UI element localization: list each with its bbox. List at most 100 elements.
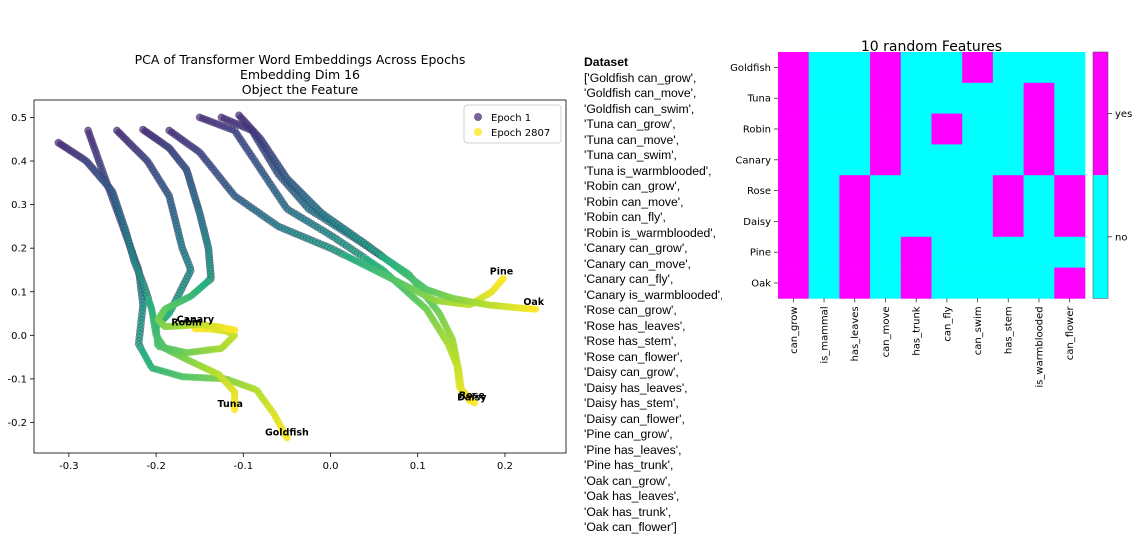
- series-label-goldfish: Goldfish: [265, 428, 309, 439]
- heatmap-cell: [839, 82, 871, 114]
- y-tick-label: 0.3: [11, 200, 27, 211]
- heatmap-cell: [870, 267, 902, 299]
- heatmap-cell: [931, 52, 963, 84]
- dataset-item: 'Oak can_grow',: [584, 473, 671, 488]
- heatmap-cell: [992, 267, 1024, 299]
- dataset-list: ['Goldfish can_grow', 'Goldfish can_move'…: [584, 71, 722, 536]
- heatmap-cell: [962, 175, 994, 207]
- heatmap-cell: [992, 236, 1024, 268]
- heatmap-cell: [1054, 52, 1086, 84]
- legend-marker: [474, 113, 482, 121]
- heatmap-cell: [1054, 175, 1086, 207]
- heatmap-cell: [839, 52, 871, 84]
- heatmap-cell: [900, 82, 932, 114]
- y-tick-label: 0.2: [11, 244, 27, 255]
- series-label-oak: Oak: [523, 297, 544, 308]
- y-tick-label: 0.0: [11, 331, 27, 342]
- heatmap-cell: [808, 206, 840, 238]
- heatmap-cell: [962, 52, 994, 84]
- y-tick-label: 0.1: [11, 287, 27, 298]
- y-tick-label: -0.2: [7, 418, 27, 429]
- chart-title-line: Embedding Dim 16: [240, 67, 360, 82]
- dataset-item: 'Canary can_fly',: [584, 272, 674, 286]
- data-point-daisy: [470, 399, 478, 407]
- dataset-item: 'Goldfish can_swim',: [584, 101, 695, 116]
- heatmap-cell: [962, 113, 994, 145]
- heatmap-cell: [839, 144, 871, 176]
- dataset-item: 'Daisy has_leaves',: [584, 380, 688, 395]
- dataset-item: 'Canary can_grow',: [584, 241, 688, 255]
- heatmap-cell: [778, 113, 809, 145]
- dataset-item: 'Robin can_move',: [584, 194, 684, 209]
- heatmap-cell: [900, 267, 932, 299]
- dataset-item: 'Robin can_fly',: [584, 210, 666, 224]
- heatmap-cell: [778, 267, 809, 299]
- heatmap-cell: [839, 236, 871, 268]
- heatmap-cell: [778, 144, 809, 176]
- legend-box: [463, 104, 562, 144]
- heatmap-cell: [778, 236, 809, 268]
- heatmap-cell: [808, 175, 840, 207]
- heatmap-cell: [962, 267, 994, 299]
- heatmap-cell: [962, 144, 994, 176]
- heatmap-cell: [839, 175, 871, 207]
- heatmap-title: 10 random Features: [861, 39, 1002, 55]
- dataset-item: 'Rose can_grow',: [584, 303, 677, 317]
- heatmap-cell: [870, 236, 902, 268]
- series-label-daisy: Daisy: [457, 393, 487, 404]
- x-tick-label: 0.0: [323, 461, 339, 472]
- column-label: has_stem: [1004, 306, 1015, 354]
- heatmap-cell: [1023, 144, 1055, 176]
- heatmap-cell: [839, 113, 871, 145]
- y-tick-label: 0.4: [11, 157, 27, 168]
- heatmap-cell: [1023, 267, 1055, 299]
- x-tick-label: 0.2: [497, 461, 513, 472]
- heatmap-cell: [900, 144, 932, 176]
- heatmap-cell: [931, 206, 963, 238]
- heatmap-cell: [992, 82, 1024, 114]
- dataset-item: 'Robin is_warmblooded',: [584, 225, 717, 240]
- heatmap-cells: [778, 52, 1086, 299]
- heatmap-cell: [808, 52, 840, 84]
- heatmap-cell: [900, 236, 932, 268]
- heatmap-cell: [931, 175, 963, 207]
- pca-scatter-chart: PCA of Transformer Word Embeddings Acros…: [7, 52, 567, 472]
- heatmap-cell: [808, 267, 840, 299]
- heatmap-cell: [931, 236, 963, 268]
- heatmap-cell: [808, 82, 840, 114]
- dataset-item: 'Pine has_leaves',: [584, 442, 682, 457]
- column-label: can_swim: [973, 306, 984, 355]
- heatmap-cell: [808, 236, 840, 268]
- heatmap-cell: [778, 206, 809, 238]
- dataset-item: 'Daisy has_stem',: [584, 396, 679, 410]
- dataset-item: 'Tuna can_grow',: [584, 117, 676, 131]
- heatmap-cell: [992, 175, 1024, 207]
- column-label: is_mammal: [820, 306, 831, 363]
- dataset-item: 'Canary can_move',: [584, 256, 691, 271]
- heatmap-cell: [839, 267, 871, 299]
- column-label: can_fly: [942, 306, 953, 341]
- dataset-item: 'Tuna can_swim',: [584, 148, 677, 162]
- heatmap-cell: [1023, 113, 1055, 145]
- series-label-robin: Robin: [171, 318, 202, 329]
- heatmap-cell: [931, 82, 963, 114]
- dataset-item: 'Goldfish can_move',: [584, 86, 697, 100]
- column-label: is_warmblooded: [1034, 306, 1045, 387]
- x-tick-label: -0.1: [234, 461, 254, 472]
- x-tick-label: 0.1: [410, 461, 426, 472]
- heatmap-cell: [931, 113, 963, 145]
- feature-heatmap-chart: 10 random Features Goldfish Tuna Robin Canar…: [730, 39, 1132, 388]
- heatmap-cell: [992, 113, 1024, 145]
- heatmap-cell: [870, 52, 902, 84]
- heatmap-cell: [1054, 267, 1086, 299]
- dataset-item: ['Goldfish can_grow',: [584, 70, 697, 85]
- dataset-panel: Dataset ['Goldfish can_grow', 'Goldfish c…: [584, 55, 722, 540]
- heatmap-cell: [962, 82, 994, 114]
- colorbar-frame: [1092, 51, 1109, 299]
- row-label: Pine: [750, 248, 771, 259]
- dataset-item: 'Daisy can_flower',: [584, 411, 685, 426]
- column-label: can_move: [881, 306, 892, 357]
- series-label-canary: Canary: [177, 314, 215, 325]
- heatmap-cell: [992, 52, 1024, 84]
- column-label: can_flower: [1065, 306, 1076, 361]
